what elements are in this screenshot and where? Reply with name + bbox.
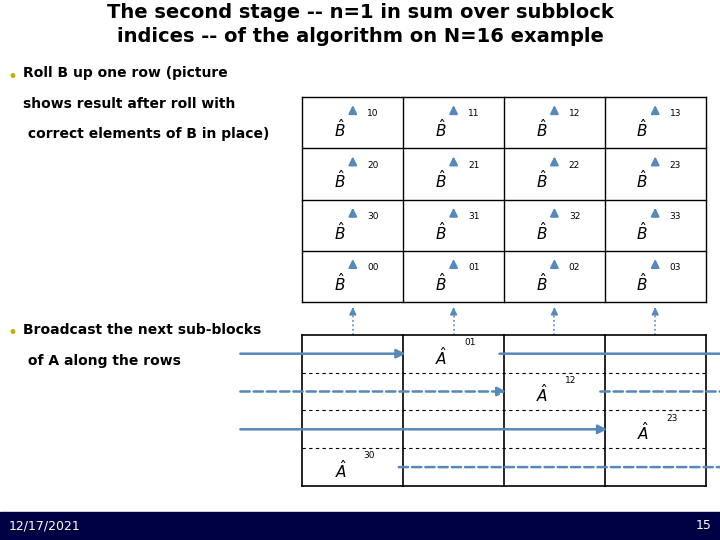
Text: 30: 30 bbox=[367, 212, 379, 221]
Text: $\hat{A}$: $\hat{A}$ bbox=[335, 459, 347, 481]
Text: •: • bbox=[7, 324, 17, 342]
Text: 22: 22 bbox=[569, 160, 580, 170]
Text: $\hat{B}$: $\hat{B}$ bbox=[334, 272, 346, 294]
Text: 20: 20 bbox=[367, 160, 379, 170]
Text: shows result after roll with: shows result after roll with bbox=[23, 97, 235, 111]
Text: 03: 03 bbox=[670, 263, 681, 272]
Text: $\hat{B}$: $\hat{B}$ bbox=[636, 118, 648, 140]
Text: 31: 31 bbox=[468, 212, 480, 221]
Text: 21: 21 bbox=[468, 160, 480, 170]
Text: 13: 13 bbox=[670, 109, 681, 118]
Bar bbox=[0, 512, 720, 540]
Text: $\hat{B}$: $\hat{B}$ bbox=[435, 272, 446, 294]
Text: 15: 15 bbox=[696, 519, 711, 532]
Text: correct elements of B in place): correct elements of B in place) bbox=[23, 127, 269, 141]
Text: $\hat{B}$: $\hat{B}$ bbox=[435, 118, 446, 140]
Text: The second stage -- n=1 in sum over subblock: The second stage -- n=1 in sum over subb… bbox=[107, 3, 613, 22]
Text: 30: 30 bbox=[364, 451, 375, 461]
Text: $\hat{B}$: $\hat{B}$ bbox=[435, 170, 446, 191]
Text: $\hat{B}$: $\hat{B}$ bbox=[334, 118, 346, 140]
Text: $\hat{A}$: $\hat{A}$ bbox=[436, 346, 448, 368]
Text: 23: 23 bbox=[666, 414, 678, 423]
Text: $\hat{B}$: $\hat{B}$ bbox=[536, 221, 547, 242]
Text: 12: 12 bbox=[565, 376, 577, 385]
Text: 01: 01 bbox=[468, 263, 480, 272]
Text: 12: 12 bbox=[569, 109, 580, 118]
Text: •: • bbox=[7, 68, 17, 85]
Text: $\hat{B}$: $\hat{B}$ bbox=[334, 170, 346, 191]
Text: of A along the rows: of A along the rows bbox=[23, 354, 181, 368]
Text: $\hat{B}$: $\hat{B}$ bbox=[636, 272, 648, 294]
Text: Broadcast the next sub-blocks: Broadcast the next sub-blocks bbox=[23, 323, 261, 337]
Text: 33: 33 bbox=[670, 212, 681, 221]
Text: 01: 01 bbox=[464, 338, 476, 347]
Text: $\hat{B}$: $\hat{B}$ bbox=[334, 221, 346, 242]
Text: 23: 23 bbox=[670, 160, 681, 170]
Text: $\hat{B}$: $\hat{B}$ bbox=[536, 170, 547, 191]
Text: indices -- of the algorithm on N=16 example: indices -- of the algorithm on N=16 exam… bbox=[117, 27, 603, 46]
Text: 10: 10 bbox=[367, 109, 379, 118]
Text: Roll B up one row (picture: Roll B up one row (picture bbox=[23, 66, 228, 80]
Text: 32: 32 bbox=[569, 212, 580, 221]
Text: $\hat{B}$: $\hat{B}$ bbox=[636, 221, 648, 242]
Text: $\hat{B}$: $\hat{B}$ bbox=[435, 221, 446, 242]
Text: 02: 02 bbox=[569, 263, 580, 272]
Text: $\hat{A}$: $\hat{A}$ bbox=[637, 421, 649, 443]
Text: 12/17/2021: 12/17/2021 bbox=[9, 519, 81, 532]
Text: $\hat{B}$: $\hat{B}$ bbox=[536, 272, 547, 294]
Text: $\hat{A}$: $\hat{A}$ bbox=[536, 383, 549, 406]
Text: 11: 11 bbox=[468, 109, 480, 118]
Text: $\hat{B}$: $\hat{B}$ bbox=[536, 118, 547, 140]
Text: $\hat{B}$: $\hat{B}$ bbox=[636, 170, 648, 191]
Text: 00: 00 bbox=[367, 263, 379, 272]
